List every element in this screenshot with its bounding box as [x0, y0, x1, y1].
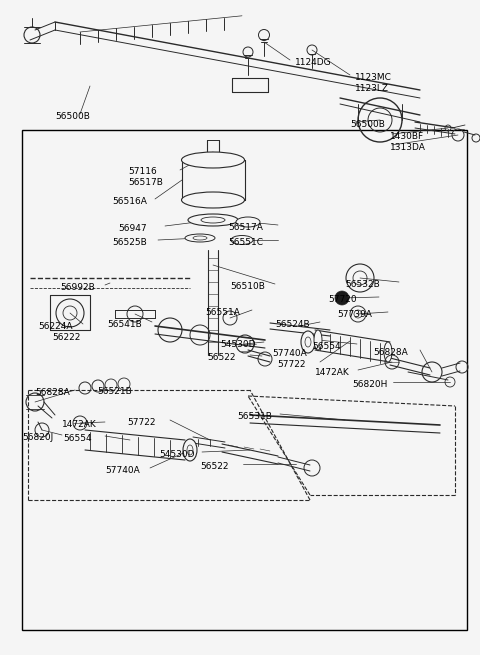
- Ellipse shape: [301, 331, 315, 353]
- Text: 56524B: 56524B: [275, 320, 310, 329]
- Text: 56517B: 56517B: [128, 178, 163, 187]
- Text: 56510B: 56510B: [230, 282, 265, 291]
- Text: 56522: 56522: [207, 353, 236, 362]
- Text: 54530D: 54530D: [220, 340, 255, 349]
- Circle shape: [335, 291, 349, 305]
- Text: 57722: 57722: [127, 418, 156, 427]
- Text: 56521B: 56521B: [97, 387, 132, 396]
- Ellipse shape: [384, 342, 392, 362]
- Ellipse shape: [188, 214, 238, 226]
- Ellipse shape: [236, 217, 260, 227]
- Text: 1472AK: 1472AK: [62, 420, 97, 429]
- Text: 57722: 57722: [277, 360, 305, 369]
- Text: 1430BF: 1430BF: [390, 132, 424, 141]
- Text: 57116: 57116: [128, 167, 157, 176]
- Text: 56554: 56554: [63, 434, 92, 443]
- Text: 56554: 56554: [312, 342, 341, 351]
- Text: 56516A: 56516A: [112, 197, 147, 206]
- Text: 56551A: 56551A: [205, 308, 240, 317]
- Text: 1313DA: 1313DA: [390, 143, 426, 152]
- Text: 56532B: 56532B: [345, 280, 380, 289]
- Text: 57740A: 57740A: [272, 349, 307, 358]
- Text: 54530D: 54530D: [159, 450, 194, 459]
- Text: 57739A: 57739A: [337, 310, 372, 319]
- Ellipse shape: [187, 445, 193, 455]
- Text: 1123MC: 1123MC: [355, 73, 392, 82]
- Text: 56500B: 56500B: [55, 112, 90, 121]
- Ellipse shape: [305, 337, 311, 347]
- Text: 56224A: 56224A: [38, 322, 72, 331]
- Text: 56525B: 56525B: [112, 238, 147, 247]
- Text: 57720: 57720: [328, 295, 357, 304]
- Ellipse shape: [231, 236, 253, 244]
- Text: 56541B: 56541B: [107, 320, 142, 329]
- Text: 56820J: 56820J: [22, 433, 53, 442]
- Bar: [22, 130, 467, 630]
- Ellipse shape: [185, 234, 215, 242]
- Text: 56820H: 56820H: [352, 380, 387, 389]
- Text: 56992B: 56992B: [60, 283, 95, 292]
- Text: 56828A: 56828A: [373, 348, 408, 357]
- Text: 56517A: 56517A: [228, 223, 263, 232]
- Text: 56828A: 56828A: [35, 388, 70, 397]
- Text: 56551C: 56551C: [228, 238, 263, 247]
- Ellipse shape: [181, 192, 244, 208]
- Text: 1123LZ: 1123LZ: [355, 84, 389, 93]
- Ellipse shape: [181, 152, 244, 168]
- Ellipse shape: [183, 439, 197, 461]
- Text: 57740A: 57740A: [105, 466, 140, 475]
- Text: 56222: 56222: [52, 333, 80, 342]
- Ellipse shape: [314, 330, 322, 350]
- Text: 56522: 56522: [200, 462, 228, 471]
- Ellipse shape: [193, 236, 207, 240]
- Text: 56500B: 56500B: [350, 120, 385, 129]
- Ellipse shape: [201, 217, 225, 223]
- Text: 56531B: 56531B: [237, 412, 272, 421]
- Text: 56947: 56947: [118, 224, 146, 233]
- Text: 1124DG: 1124DG: [295, 58, 332, 67]
- Text: 1472AK: 1472AK: [315, 368, 350, 377]
